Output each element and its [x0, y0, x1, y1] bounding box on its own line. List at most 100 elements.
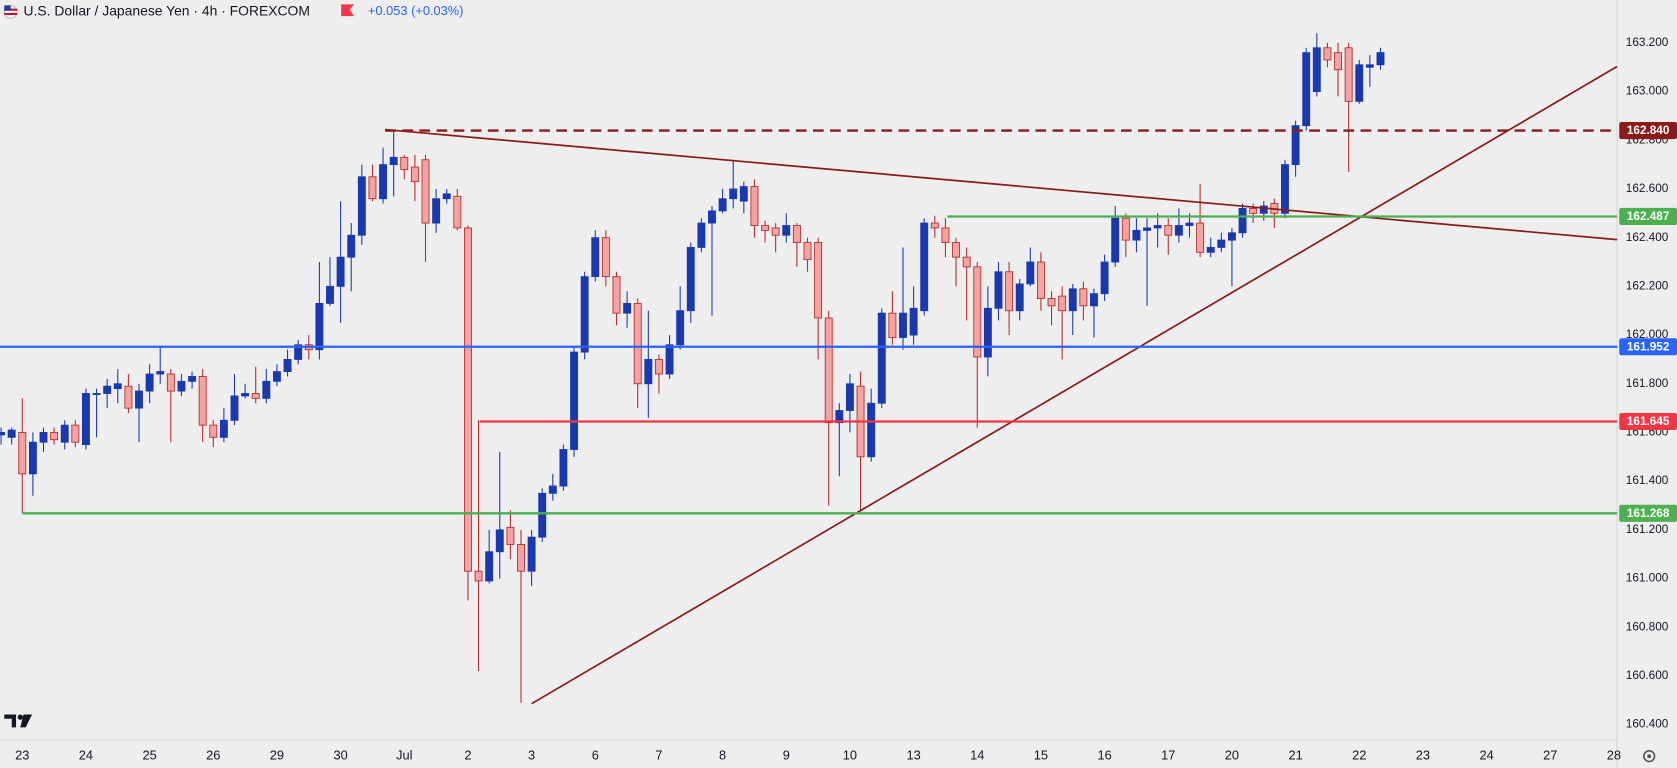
candle-body: [166, 373, 175, 392]
price-tag: [1619, 338, 1677, 356]
candle-body: [867, 402, 876, 458]
candle-body: [930, 222, 939, 229]
candle-body: [1079, 288, 1088, 307]
candle-body: [1068, 288, 1077, 312]
candle-body: [517, 544, 525, 572]
candle-body: [209, 424, 218, 438]
gear-center[interactable]: [1647, 754, 1652, 759]
candle-body: [718, 198, 727, 212]
x-tick-label: 7: [655, 748, 662, 763]
price-tag: [1619, 121, 1677, 140]
candle-body: [1164, 225, 1173, 236]
x-tick-label: 14: [970, 748, 984, 763]
candle-body: [92, 393, 101, 395]
y-tick-label: 162.200: [1626, 279, 1669, 292]
candle-body: [357, 176, 366, 236]
y-tick-label: 160.400: [1626, 718, 1669, 731]
price-tag-label: 161.268: [1627, 507, 1670, 520]
candle-body: [994, 271, 1003, 309]
candle-body: [771, 227, 780, 236]
candle-body: [1036, 261, 1045, 299]
x-tick-label: 29: [270, 748, 284, 763]
candle-body: [7, 429, 16, 438]
candle-body: [506, 526, 515, 545]
candle-body: [50, 432, 59, 441]
candle-body: [485, 551, 494, 582]
market-flag[interactable]: [341, 4, 355, 17]
candle-body: [410, 166, 419, 183]
x-tick-label: 28: [1607, 748, 1621, 763]
y-tick-label: 162.600: [1626, 182, 1669, 195]
candle-body: [177, 380, 186, 392]
price-tag-label: 161.645: [1627, 415, 1670, 428]
x-tick-label: 9: [783, 748, 790, 763]
candle-body: [559, 449, 568, 487]
candle-body: [28, 441, 37, 475]
symbol-icon: [3, 4, 18, 19]
candle-body: [463, 227, 472, 572]
price-tag-label: 161.952: [1627, 340, 1670, 353]
x-tick-label: 20: [1225, 748, 1239, 763]
x-tick-label: 21: [1288, 748, 1302, 763]
gear[interactable]: [1643, 750, 1656, 763]
candle-body: [1132, 229, 1141, 241]
candle-body: [113, 383, 122, 390]
candle-body: [315, 302, 324, 351]
candle-body: [792, 225, 801, 243]
candles: [0, 33, 1385, 703]
settings-icon[interactable]: [1643, 750, 1656, 763]
x-tick-label: 26: [206, 748, 220, 763]
y-tick-label: 161.400: [1626, 474, 1669, 487]
candle-body: [432, 198, 441, 224]
candle-body: [347, 234, 356, 258]
candle-body: [442, 193, 451, 200]
candle-body: [198, 376, 207, 426]
candle-body: [708, 210, 716, 224]
candle-body: [379, 164, 388, 200]
candle-body: [60, 424, 69, 443]
candle-body: [739, 186, 748, 202]
candle-body: [888, 312, 897, 338]
candle-body: [1090, 293, 1098, 307]
candle-body: [103, 385, 112, 394]
candle-body: [1058, 295, 1067, 312]
candle-body: [272, 371, 281, 382]
x-tick-label: 3: [528, 748, 535, 763]
candle-body: [156, 371, 165, 375]
candle-body: [241, 393, 250, 397]
candle-body: [570, 351, 579, 450]
x-tick-label: 17: [1161, 748, 1175, 763]
x-tick-label: 10: [843, 748, 857, 763]
candle-body: [219, 419, 228, 438]
candle-body: [623, 302, 632, 314]
logo-part: [20, 714, 33, 728]
x-tick-label: 13: [906, 748, 920, 763]
candle-body: [1344, 47, 1353, 102]
candle-body: [251, 393, 260, 399]
candle-body: [591, 237, 600, 278]
x-tick-label: 27: [1543, 748, 1557, 763]
candle-body: [474, 570, 483, 582]
candle-body: [941, 227, 950, 243]
price-tag: [1619, 504, 1677, 522]
candle-body: [973, 266, 982, 358]
candle-body: [421, 159, 430, 224]
candle-body: [1249, 208, 1258, 214]
candle-body: [644, 358, 653, 385]
candle-body: [1121, 217, 1130, 241]
candle-body: [1153, 225, 1162, 229]
candle-body: [580, 276, 589, 353]
x-tick-label: 15: [1034, 748, 1048, 763]
candle-body: [750, 186, 759, 226]
y-tick-label: 163.000: [1626, 85, 1669, 98]
candle-body: [962, 256, 971, 268]
candle-body: [1047, 298, 1056, 307]
x-tick-label: 2: [464, 748, 471, 763]
trendline: [385, 128, 1618, 241]
candle-body: [283, 358, 292, 373]
candle-body: [18, 432, 27, 475]
candle-body: [899, 312, 907, 338]
